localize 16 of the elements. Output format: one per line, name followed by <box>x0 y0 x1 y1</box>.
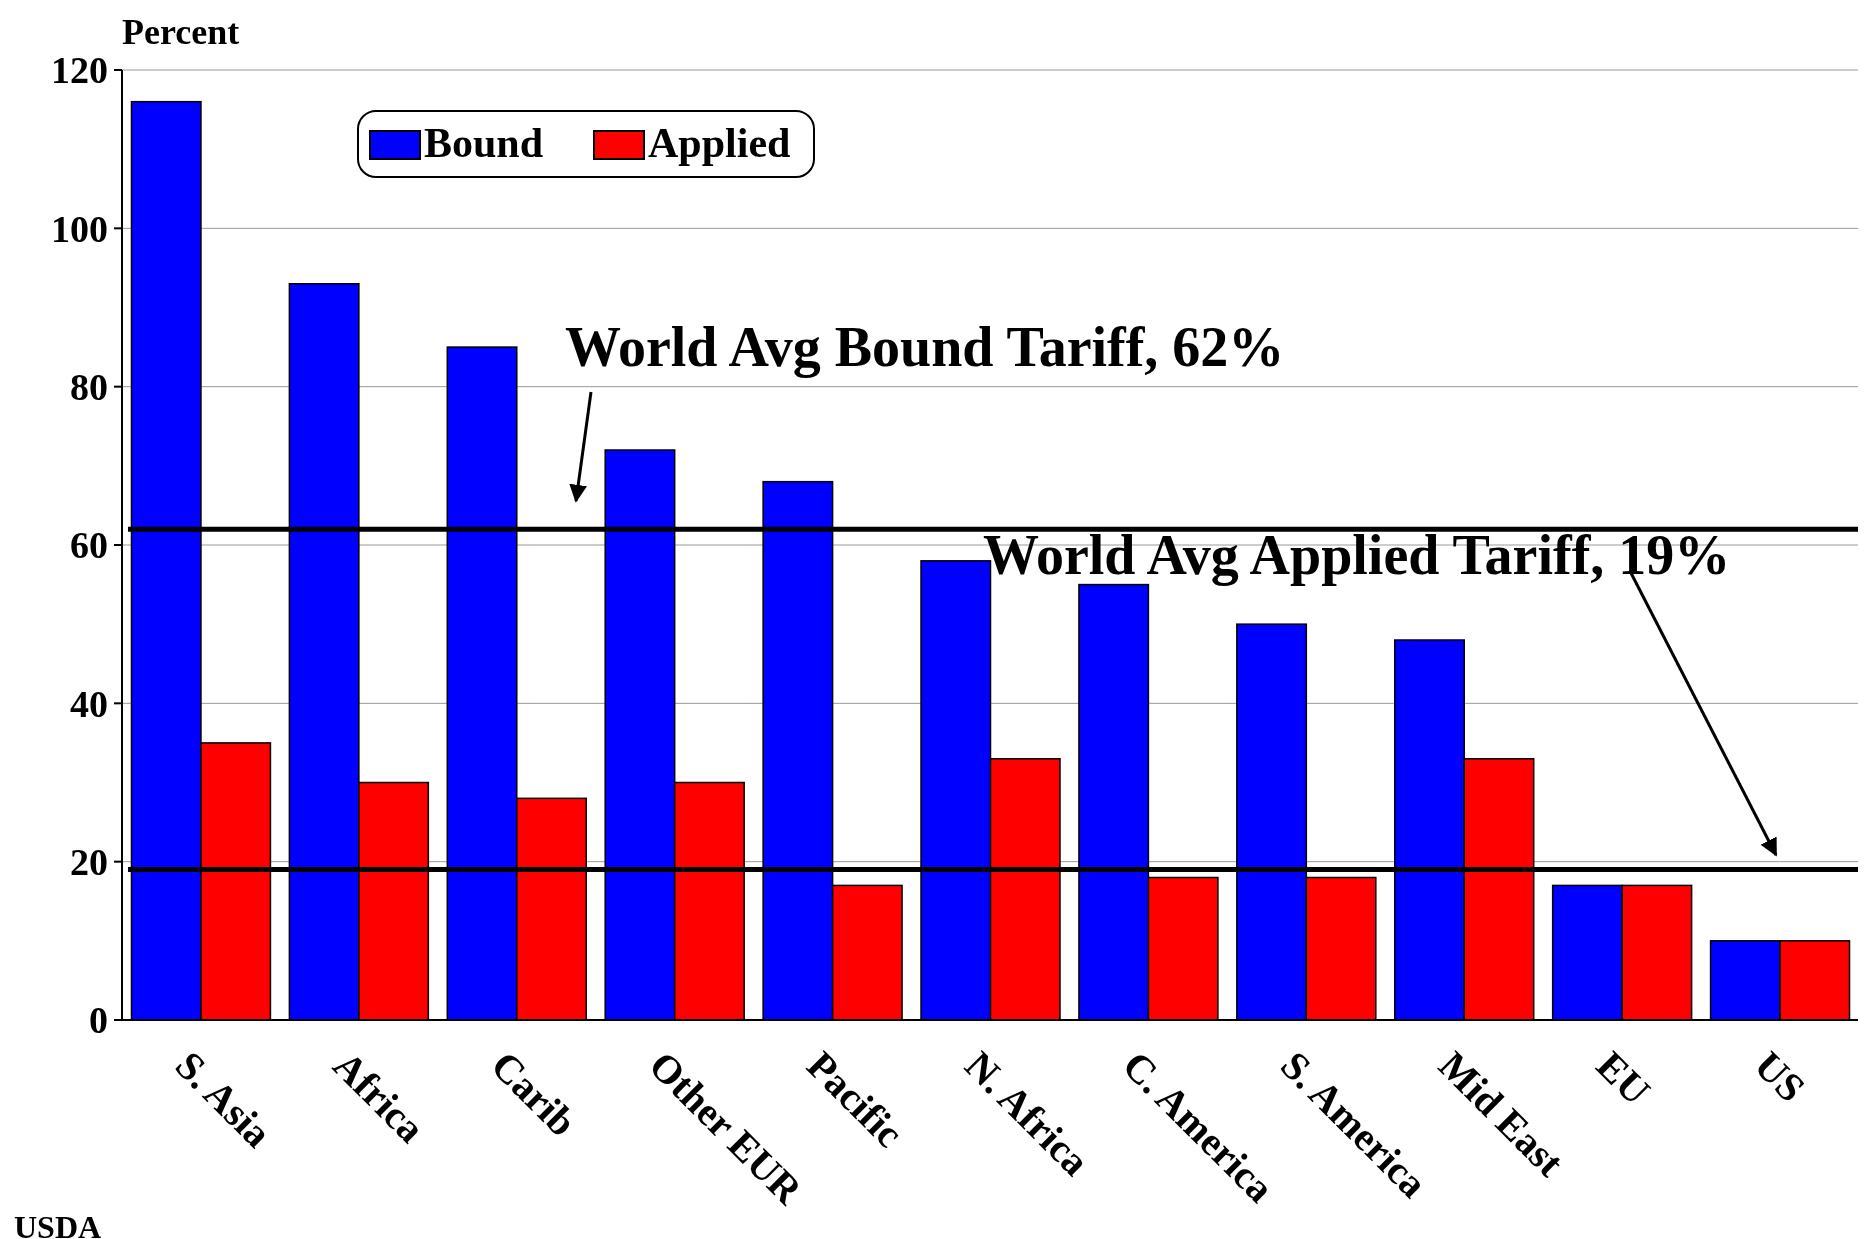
legend-label: Bound <box>424 120 544 166</box>
annotation: World Avg Bound Tariff, 62% <box>565 316 1285 378</box>
y-tick-label: 20 <box>70 840 108 883</box>
y-tick-label: 80 <box>70 365 108 408</box>
y-tick-label: 0 <box>89 999 108 1042</box>
legend-label: Applied <box>648 120 791 166</box>
x-tick-label: S. Asia <box>166 1042 281 1157</box>
y-tick-label: 100 <box>51 207 108 250</box>
x-tick-label: US <box>1745 1042 1814 1111</box>
y-tick-label: 60 <box>70 524 108 567</box>
y-tick-label: 120 <box>51 49 108 92</box>
x-tick-label: EU <box>1587 1042 1660 1114</box>
text: USDA <box>14 1209 102 1239</box>
annotation: World Avg Applied Tariff, 19% <box>983 524 1731 586</box>
y-axis-title: Percent <box>122 12 240 52</box>
y-tick-label: 40 <box>70 682 108 725</box>
